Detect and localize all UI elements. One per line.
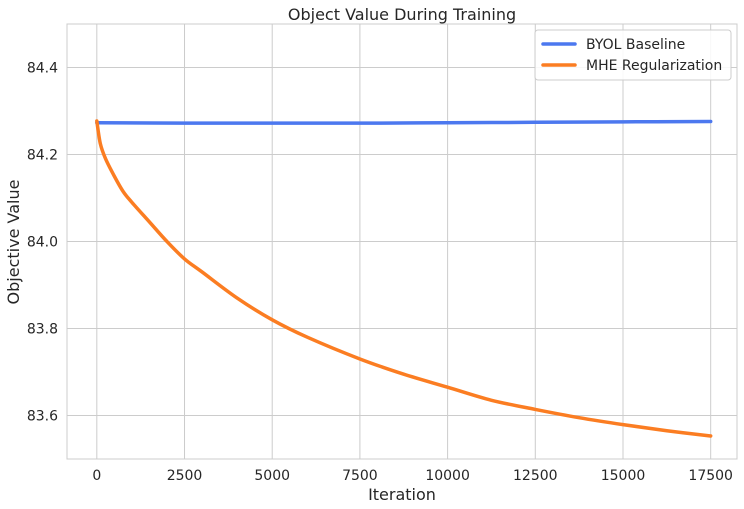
x-tick-label: 7500 — [342, 468, 378, 484]
y-tick-label: 84.4 — [27, 61, 58, 77]
x-tick-label: 5000 — [254, 468, 290, 484]
x-tick-label: 17500 — [688, 468, 733, 484]
y-tick-label: 84.2 — [27, 148, 58, 164]
x-tick-label: 15000 — [601, 468, 646, 484]
series-line-mhe-regularization — [95, 119, 713, 438]
y-axis-label: Objective Value — [4, 180, 23, 305]
x-axis-label: Iteration — [368, 485, 436, 504]
y-tick-label: 83.8 — [27, 322, 58, 338]
legend-box — [534, 29, 732, 81]
x-tick-label: 0 — [92, 468, 101, 484]
legend-label-mhe: MHE Regularization — [586, 58, 722, 74]
x-tick-label: 10000 — [425, 468, 470, 484]
x-tick-label: 2500 — [167, 468, 203, 484]
tick-labels: 0 2500 5000 7500 10000 12500 15000 17500 83.6 83.… — [27, 61, 733, 485]
y-tick-label: 84.0 — [27, 235, 58, 251]
legend: BYOL Baseline MHE Regularization — [534, 29, 732, 81]
plot-frame — [66, 23, 738, 460]
x-tick-label: 12500 — [513, 468, 558, 484]
series-layer — [95, 119, 713, 438]
chart-title: Object Value During Training — [288, 5, 516, 24]
legend-label-byol: BYOL Baseline — [586, 37, 685, 53]
y-tick-label: 83.6 — [27, 409, 58, 425]
series-line-byol-baseline — [95, 119, 713, 125]
